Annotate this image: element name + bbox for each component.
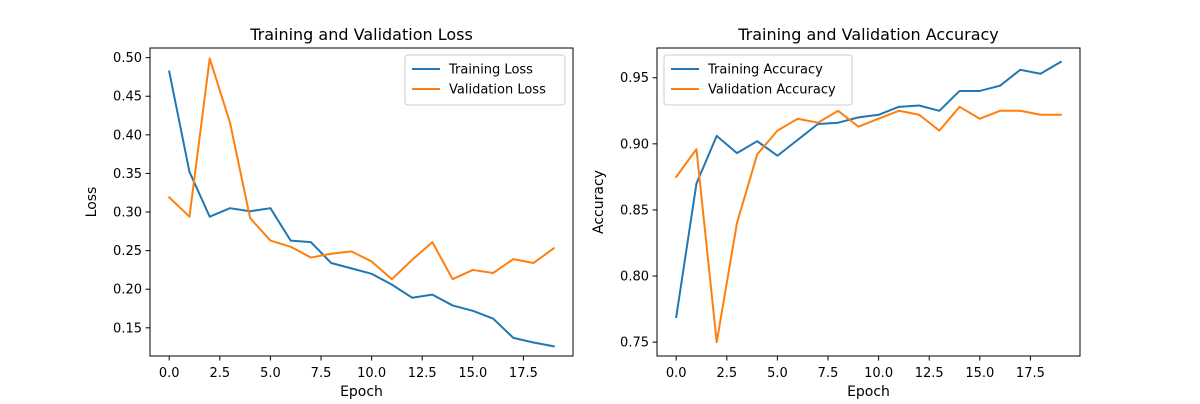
x-tick-label: 2.5 [716,366,737,381]
x-tick-label: 5.0 [260,366,281,381]
x-axis-label: Epoch [340,384,383,400]
legend-box [663,54,853,106]
x-tick-label: 15.0 [965,366,994,381]
x-tick-label: 12.5 [915,366,944,381]
y-axis-label: Loss [84,187,100,218]
legend-label-training: Training Accuracy [707,63,823,78]
chart-title: Training and Validation Accuracy [737,25,999,44]
y-tick-label: 0.95 [620,71,649,86]
y-tick-label: 0.15 [113,321,142,336]
legend-label-validation: Validation Accuracy [708,83,836,98]
x-tick-label: 10.0 [864,366,893,381]
x-tick-label: 0.0 [666,366,687,381]
x-tick-label: 2.5 [209,366,230,381]
chart-title: Training and Validation Loss [249,25,473,44]
x-axis-label: Epoch [847,384,890,400]
series-line-training [675,60,1063,319]
legend-box [404,54,566,106]
y-tick-label: 0.30 [113,206,142,221]
y-tick-label: 0.85 [620,203,649,218]
y-tick-label: 0.45 [113,90,142,105]
y-tick-label: 0.50 [113,51,142,66]
legend: Training Loss Validation Loss [404,54,566,106]
x-tick-label: 15.0 [458,366,487,381]
x-tick-label: 7.5 [818,366,839,381]
y-tick-label: 0.75 [620,336,649,351]
x-tick-label: 5.0 [767,366,788,381]
y-tick-label: 0.90 [620,137,649,152]
axes-frame [656,47,1081,357]
y-tick-label: 0.20 [113,283,142,298]
axes-frame [149,47,574,357]
x-tick-label: 17.5 [509,366,538,381]
x-tick-label: 0.0 [159,366,180,381]
y-tick-label: 0.35 [113,167,142,182]
x-tick-label: 17.5 [1016,366,1045,381]
series-line-validation [674,105,1062,344]
legend: Training Accuracy Validation Accuracy [663,54,853,106]
series-line-validation [167,57,556,281]
y-tick-label: 0.25 [113,244,142,259]
series-line-training [168,70,555,348]
x-tick-label: 10.0 [357,366,386,381]
y-tick-label: 0.40 [113,128,142,143]
legend-label-training: Training Loss [448,63,533,78]
y-tick-label: 0.80 [620,270,649,285]
x-tick-label: 12.5 [408,366,437,381]
chart-accuracy: 0.0 2.5 5.0 7.5 10.0 12.5 15.0 17.5 0.75 0.80 0.85… [591,25,1081,400]
chart-loss: 0.0 2.5 5.0 7.5 10.0 12.5 15.0 17.5 0.15 0.20 0.25… [84,25,574,400]
y-axis-label: Accuracy [591,170,607,234]
x-tick-label: 7.5 [311,366,332,381]
legend-label-validation: Validation Loss [449,83,546,98]
